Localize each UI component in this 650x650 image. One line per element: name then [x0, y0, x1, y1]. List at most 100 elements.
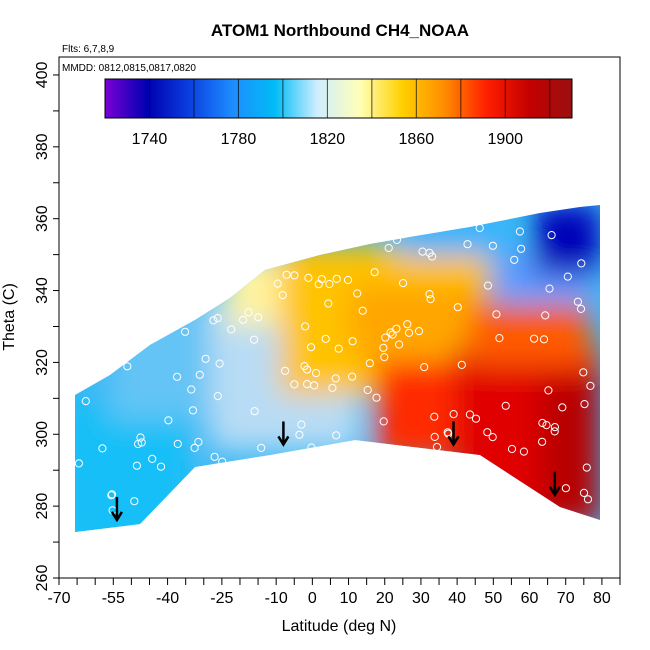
x-tick-label: -40 — [156, 590, 179, 607]
obs-marker — [420, 363, 429, 372]
obs-marker — [465, 410, 474, 419]
obs-marker — [254, 313, 263, 322]
obs-marker — [358, 306, 367, 315]
obs-marker — [332, 274, 341, 283]
obs-marker — [210, 452, 219, 461]
obs-marker — [209, 316, 218, 325]
x-tick-label: -25 — [210, 590, 233, 607]
x-axis: -70 -55 -40 -25 -10 0 10 20 30 40 50 60 70 80 — [47, 578, 621, 607]
obs-marker — [379, 343, 388, 352]
obs-marker — [215, 359, 224, 368]
obs-marker — [218, 457, 227, 466]
obs-marker — [404, 328, 414, 337]
down-arrow — [277, 421, 290, 447]
x-tick-label: 60 — [521, 590, 539, 607]
obs-marker — [550, 427, 559, 436]
x-tick-label: 80 — [593, 590, 611, 607]
y-tick-label: 320 — [34, 349, 51, 376]
obs-marker — [538, 418, 547, 428]
obs-marker — [123, 362, 132, 371]
obs-marker — [399, 279, 408, 288]
obs-marker — [558, 403, 567, 412]
obs-marker — [348, 337, 357, 346]
down-arrow — [548, 471, 561, 498]
obs-marker — [453, 303, 462, 312]
obs-marker — [332, 431, 341, 440]
obs-marker — [148, 454, 157, 463]
obs-marker — [334, 344, 343, 353]
obs-marker — [384, 243, 393, 253]
obs-marker — [507, 444, 517, 454]
obs-marker — [541, 311, 550, 320]
down-arrow — [110, 496, 123, 523]
obs-marker — [363, 385, 372, 395]
obs-marker — [303, 380, 312, 389]
obs-marker — [297, 420, 306, 429]
obs-marker — [181, 327, 190, 336]
observation-markers — [74, 223, 595, 515]
obs-marker — [201, 354, 210, 363]
obs-marker — [353, 289, 362, 298]
obs-marker — [488, 433, 497, 442]
obs-marker — [576, 304, 586, 313]
obs-marker — [579, 368, 588, 377]
obs-marker — [328, 383, 337, 392]
obs-marker — [164, 416, 173, 425]
obs-marker — [530, 334, 539, 343]
obs-marker — [495, 334, 504, 343]
obs-marker — [282, 270, 291, 279]
obs-marker — [403, 320, 412, 329]
obs-marker — [449, 410, 458, 419]
x-tick-label: 40 — [448, 590, 466, 607]
obs-marker — [563, 272, 572, 281]
obs-marker — [418, 247, 427, 256]
arrow-markers — [110, 421, 561, 523]
obs-marker — [156, 462, 166, 471]
obs-marker — [430, 412, 439, 421]
x-tick-label: -55 — [102, 590, 125, 607]
colorbar-ticks — [148, 79, 551, 118]
obs-marker — [130, 497, 139, 506]
obs-marker — [380, 353, 389, 362]
obs-marker — [190, 443, 199, 452]
arrow-head — [110, 511, 123, 523]
obs-marker — [307, 343, 316, 352]
colorbar-label: 1860 — [399, 131, 435, 148]
obs-marker — [295, 430, 304, 439]
flights-annotation: Flts: 6,7,8,9 — [62, 44, 115, 55]
obs-marker — [561, 484, 571, 493]
y-tick-label: 380 — [34, 133, 51, 160]
x-tick-label: 30 — [412, 590, 430, 607]
obs-marker — [314, 280, 323, 289]
obs-marker — [425, 290, 434, 299]
arrow-head — [548, 486, 561, 498]
obs-marker — [370, 268, 379, 277]
obs-marker — [250, 335, 259, 344]
obs-marker — [173, 372, 182, 381]
x-tick-label: -10 — [265, 590, 288, 607]
obs-marker — [239, 315, 248, 324]
obs-marker — [365, 359, 374, 368]
obs-marker — [501, 401, 510, 410]
obs-marker — [517, 244, 526, 253]
obs-marker — [321, 334, 330, 343]
obs-marker — [483, 281, 493, 290]
obs-marker — [538, 437, 547, 446]
obs-marker — [582, 463, 591, 472]
obs-marker — [379, 417, 388, 426]
obs-marker — [395, 340, 404, 349]
obs-marker — [550, 423, 560, 432]
obs-marker — [195, 370, 204, 379]
y-tick-label: 280 — [34, 493, 51, 520]
x-tick-label: 20 — [376, 590, 394, 607]
obs-marker — [539, 335, 549, 344]
obs-marker — [213, 314, 222, 323]
colorbar-label: 1900 — [487, 131, 523, 148]
obs-marker — [414, 327, 424, 336]
down-arrow — [447, 421, 460, 447]
obs-marker — [324, 299, 333, 308]
obs-marker — [307, 443, 316, 452]
colorbar-label: 1780 — [221, 131, 257, 148]
y-axis: 260 280 300 320 340 360 380 400 — [34, 62, 59, 591]
